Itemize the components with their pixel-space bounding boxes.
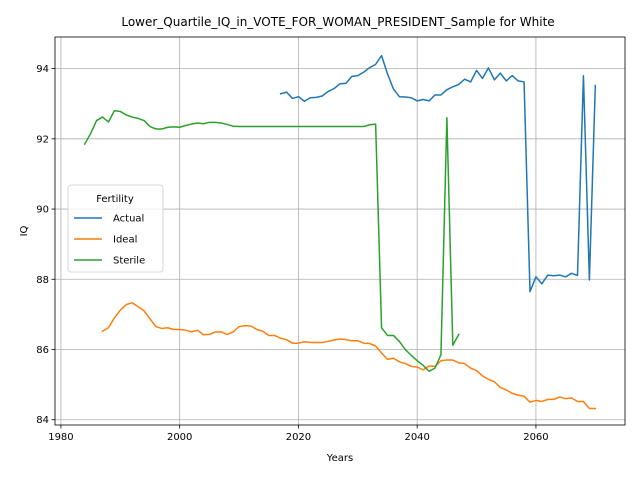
series-line-actual <box>279 54 597 293</box>
y-tick-label: 88 <box>36 275 49 286</box>
x-tick-label: 1980 <box>48 432 73 443</box>
x-tick-label: 2000 <box>167 432 192 443</box>
chart-title: Lower_Quartile_IQ_in_VOTE_FOR_WOMAN_PRES… <box>121 15 554 29</box>
x-tick-label: 2060 <box>523 432 548 443</box>
y-tick-label: 94 <box>36 64 49 75</box>
legend-label-sterile: Sterile <box>113 256 145 267</box>
x-axis-label: Years <box>326 453 353 464</box>
series-line-ideal <box>101 302 597 410</box>
legend-label-actual: Actual <box>113 214 144 225</box>
series-line-sterile <box>83 109 460 373</box>
y-tick-label: 90 <box>36 205 49 216</box>
legend-title: Fertility <box>96 194 134 205</box>
legend-label-ideal: Ideal <box>113 235 137 246</box>
y-tick-label: 92 <box>36 134 49 145</box>
plot-frame <box>54 36 626 426</box>
legend-box <box>67 184 164 273</box>
y-tick-label: 84 <box>36 415 49 426</box>
legend: Fertility Actual Ideal Sterile <box>67 184 164 273</box>
x-axis: 1980 2000 2020 2040 2060 <box>48 425 549 443</box>
x-tick-label: 2020 <box>286 432 311 443</box>
x-tick-label: 2040 <box>404 432 429 443</box>
y-axis: 84 86 88 90 92 94 <box>36 64 55 426</box>
y-axis-label: IQ <box>19 225 30 236</box>
grid <box>55 37 625 425</box>
series-layer <box>83 54 597 410</box>
y-tick-label: 86 <box>36 345 49 356</box>
